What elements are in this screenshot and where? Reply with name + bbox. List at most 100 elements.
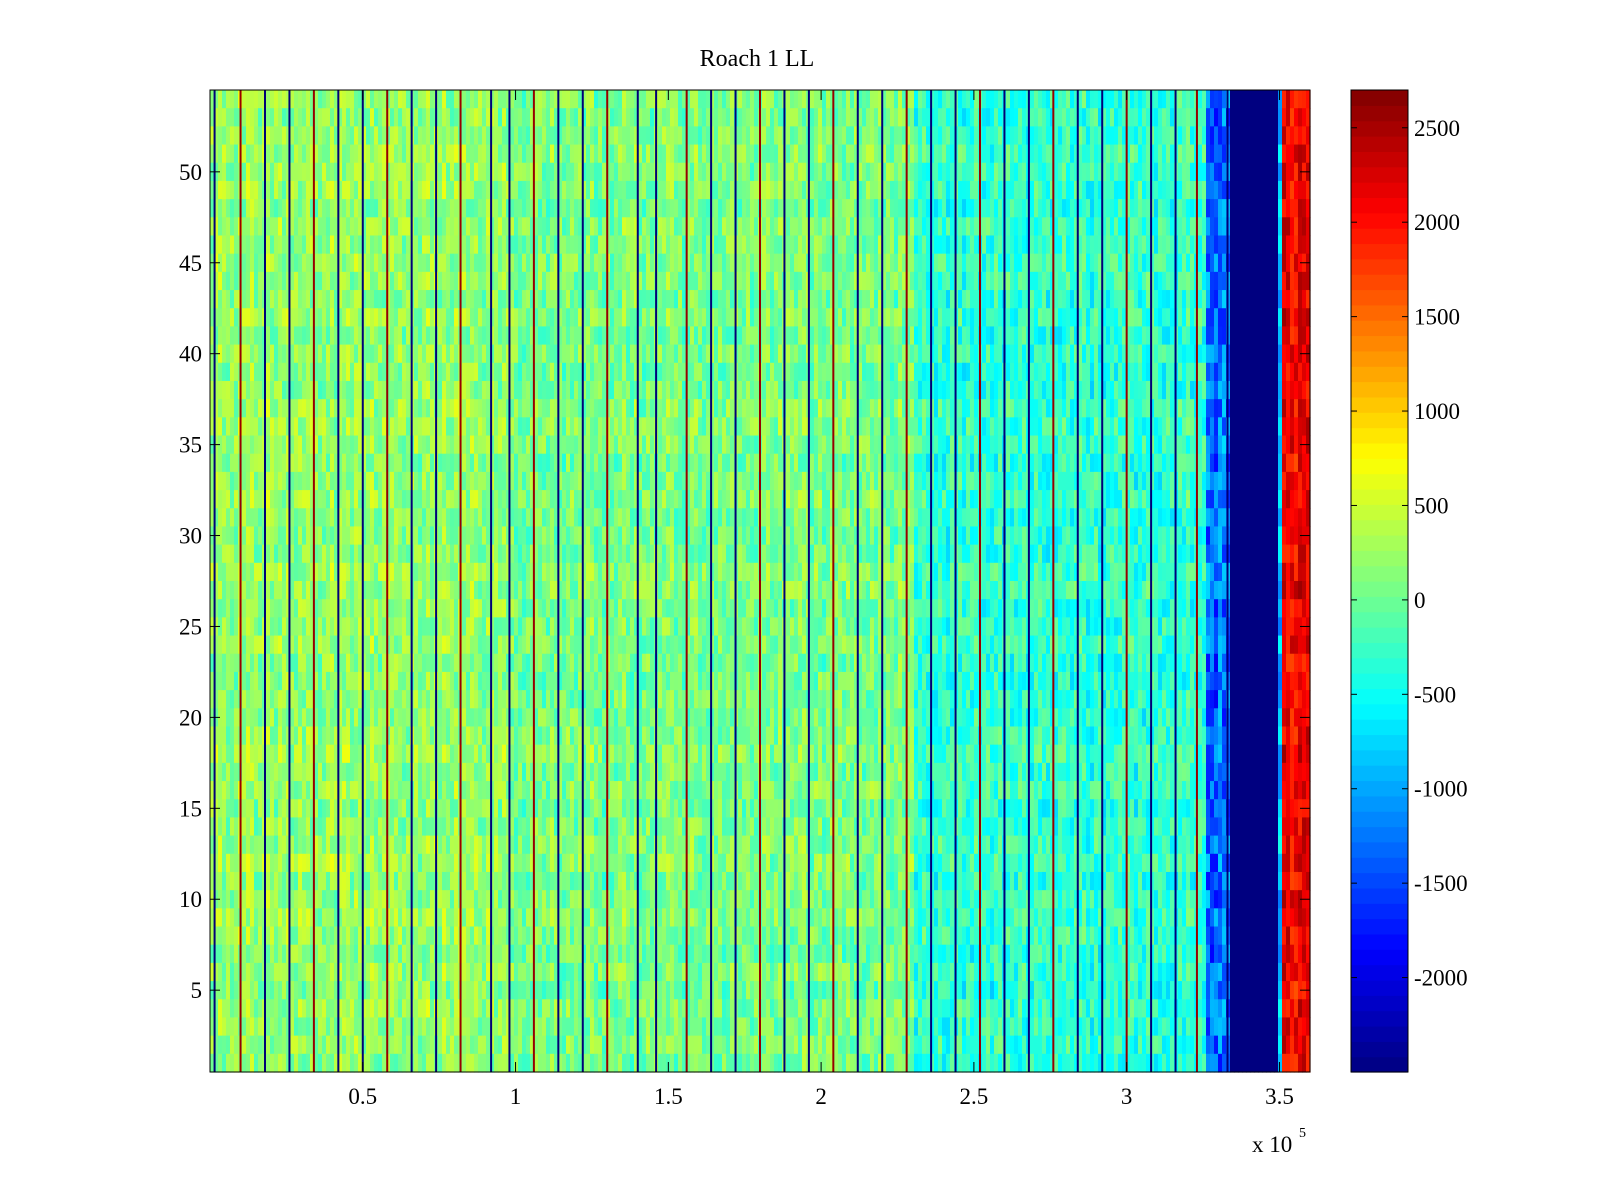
heatmap-cell xyxy=(398,380,403,400)
heatmap-cell xyxy=(466,599,471,618)
heatmap-cell xyxy=(574,653,579,673)
heatmap-cell xyxy=(382,399,387,418)
heatmap-cell xyxy=(318,490,323,509)
heatmap-cell xyxy=(226,399,231,418)
heatmap-cell xyxy=(438,853,443,873)
heatmap-cell xyxy=(310,799,315,819)
heatmap-cell xyxy=(446,380,451,400)
heatmap-cell xyxy=(282,690,287,709)
heatmap-cell xyxy=(270,617,275,637)
heatmap-cell xyxy=(398,835,403,855)
heatmap-cell xyxy=(474,399,479,418)
heatmap-cell xyxy=(538,435,543,455)
heatmap-cell xyxy=(246,926,251,946)
heatmap-cell xyxy=(274,1017,279,1037)
heatmap-cell xyxy=(546,1017,551,1037)
heatmap-cell xyxy=(474,726,479,746)
heatmap-cell xyxy=(266,835,271,855)
heatmap-cell xyxy=(558,199,563,218)
heatmap-cell xyxy=(538,817,543,837)
heatmap-cell xyxy=(250,1035,255,1055)
heatmap-cell xyxy=(498,1053,503,1073)
heatmap-cell xyxy=(438,1053,443,1073)
heatmap-cell xyxy=(222,490,227,509)
heatmap-cell xyxy=(290,108,295,127)
heatmap-cell xyxy=(426,544,431,564)
heatmap-cell xyxy=(510,199,515,218)
heatmap-cell xyxy=(394,417,399,437)
heatmap-cell xyxy=(306,380,311,400)
heatmap-cell xyxy=(314,726,319,746)
heatmap-cell xyxy=(322,581,327,600)
heatmap-cell xyxy=(318,326,323,346)
heatmap-cell xyxy=(554,599,559,618)
heatmap-cell xyxy=(386,871,391,891)
heatmap-cell xyxy=(562,835,567,855)
heatmap-cell xyxy=(254,1035,259,1055)
heatmap-cell xyxy=(298,671,303,691)
heatmap-cell xyxy=(534,1053,539,1073)
heatmap-cell xyxy=(514,726,519,746)
heatmap-cell xyxy=(366,471,371,491)
heatmap-cell xyxy=(286,999,291,1019)
heatmap-cell xyxy=(442,417,447,437)
heatmap-cell xyxy=(334,617,339,637)
heatmap-cell xyxy=(558,308,563,328)
heatmap-cell xyxy=(402,781,407,800)
heatmap-cell xyxy=(414,326,419,346)
heatmap-cell xyxy=(530,290,535,309)
heatmap-cell xyxy=(366,835,371,855)
heatmap-cell xyxy=(370,180,375,200)
heatmap-cell xyxy=(254,490,259,509)
heatmap-cell xyxy=(250,635,255,655)
heatmap-cell xyxy=(222,999,227,1019)
heatmap-cell xyxy=(406,599,411,618)
heatmap-cell xyxy=(226,290,231,309)
heatmap-cell xyxy=(302,526,307,546)
heatmap-cell xyxy=(418,599,423,618)
heatmap-cell xyxy=(454,217,459,237)
heatmap-cell xyxy=(438,199,443,218)
heatmap-cell xyxy=(234,1053,239,1073)
heatmap-cell xyxy=(354,271,359,291)
heatmap-cell xyxy=(526,399,531,418)
heatmap-cell xyxy=(326,799,331,819)
heatmap-cell xyxy=(474,453,479,473)
heatmap-cell xyxy=(222,544,227,564)
heatmap-cell xyxy=(486,199,491,218)
heatmap-cell xyxy=(330,180,335,200)
heatmap-cell xyxy=(498,326,503,346)
heatmap-cell xyxy=(490,453,495,473)
heatmap-cell xyxy=(478,908,483,928)
heatmap-cell xyxy=(330,217,335,237)
heatmap-cell xyxy=(390,617,395,637)
heatmap-cell xyxy=(494,362,499,382)
heatmap-cell xyxy=(306,599,311,618)
heatmap-cell xyxy=(226,562,231,582)
heatmap-cell xyxy=(318,162,323,182)
heatmap-cell xyxy=(354,781,359,800)
heatmap-cell xyxy=(406,435,411,455)
heatmap-cell xyxy=(370,1053,375,1073)
heatmap-cell xyxy=(514,999,519,1019)
heatmap-cell xyxy=(418,981,423,1000)
heatmap-cell xyxy=(286,217,291,237)
heatmap-cell xyxy=(222,581,227,600)
heatmap-cell xyxy=(414,526,419,546)
heatmap-cell xyxy=(462,781,467,800)
heatmap-cell xyxy=(542,235,547,255)
heatmap-cell xyxy=(322,962,327,982)
heatmap-cell xyxy=(550,90,555,109)
heatmap-cell xyxy=(290,999,295,1019)
heatmap-cell xyxy=(482,90,487,109)
heatmap-cell xyxy=(454,890,459,909)
heatmap-cell xyxy=(514,471,519,491)
heatmap-cell xyxy=(302,399,307,418)
heatmap-cell xyxy=(230,362,235,382)
heatmap-cell xyxy=(398,962,403,982)
heatmap-cell xyxy=(250,417,255,437)
heatmap-cell xyxy=(370,653,375,673)
heatmap-cell xyxy=(234,180,239,200)
heatmap-cell xyxy=(230,853,235,873)
heatmap-cell xyxy=(450,326,455,346)
